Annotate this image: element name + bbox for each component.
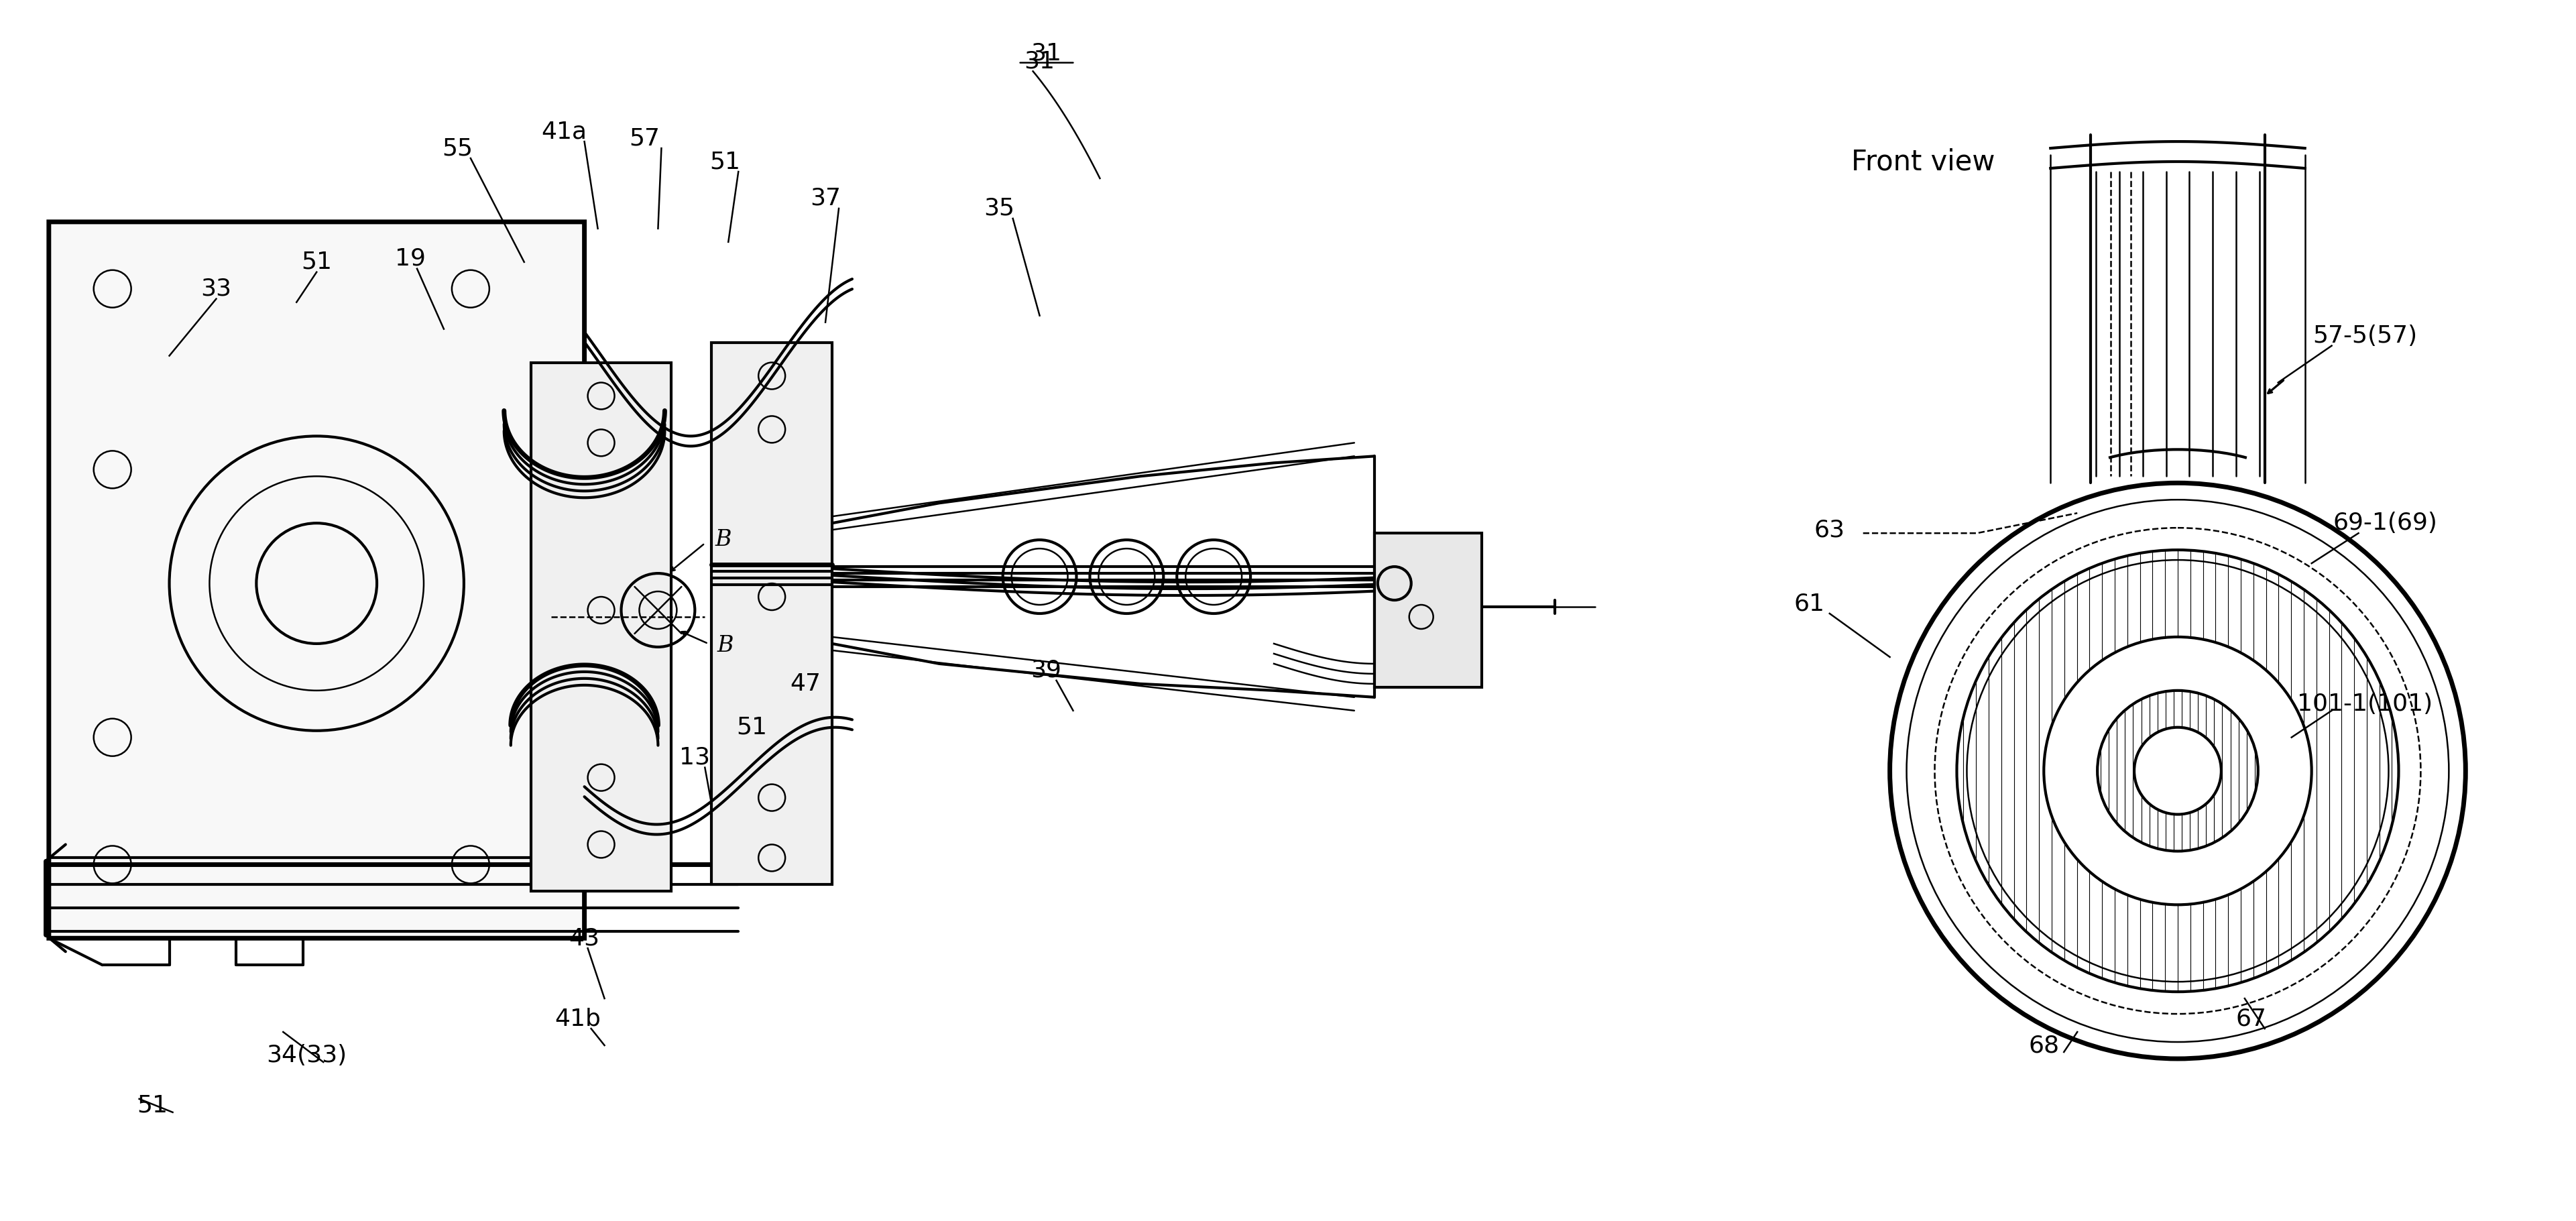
- Text: B: B: [716, 635, 734, 657]
- FancyBboxPatch shape: [49, 222, 585, 938]
- Text: 41b: 41b: [554, 1007, 600, 1031]
- Text: 33: 33: [201, 277, 232, 300]
- Text: 47: 47: [791, 673, 822, 695]
- Text: 51: 51: [137, 1094, 167, 1117]
- Text: 41a: 41a: [541, 120, 587, 143]
- Text: 63: 63: [1814, 519, 1844, 541]
- Text: 35: 35: [984, 197, 1015, 220]
- Bar: [1376, 534, 1481, 687]
- Bar: [711, 342, 832, 885]
- Text: 101-1(101): 101-1(101): [2298, 692, 2432, 716]
- Text: 57: 57: [629, 127, 659, 150]
- Text: 68: 68: [2027, 1034, 2058, 1056]
- Text: 13: 13: [680, 746, 711, 769]
- Text: 55: 55: [440, 137, 471, 160]
- Bar: [531, 363, 672, 891]
- Text: 57-5(57): 57-5(57): [2313, 325, 2416, 347]
- Text: 31: 31: [1025, 50, 1056, 72]
- Text: Front view: Front view: [1852, 148, 1996, 176]
- Text: 51: 51: [301, 250, 332, 274]
- Text: 31: 31: [1030, 42, 1061, 65]
- Text: 51: 51: [708, 150, 739, 173]
- Text: 61: 61: [1793, 592, 1824, 615]
- Text: 34(33): 34(33): [265, 1044, 348, 1067]
- Text: 39: 39: [1030, 659, 1061, 681]
- Text: 37: 37: [809, 187, 840, 210]
- Text: 69-1(69): 69-1(69): [2334, 512, 2437, 535]
- Text: 67: 67: [2236, 1007, 2267, 1031]
- Text: 51: 51: [737, 716, 768, 739]
- Text: B: B: [716, 529, 732, 551]
- Text: 19: 19: [394, 248, 425, 270]
- Text: 43: 43: [569, 927, 600, 950]
